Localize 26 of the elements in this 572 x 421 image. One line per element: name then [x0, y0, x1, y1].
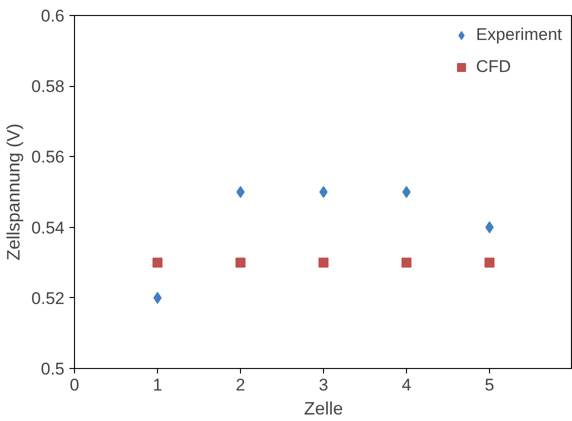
x-tick-label: 0	[70, 376, 80, 394]
x-tick-label: 5	[484, 376, 494, 394]
legend-label: CFD	[476, 57, 511, 77]
y-tick-label: 0.56	[31, 148, 65, 167]
point	[153, 292, 162, 304]
x-tick-label: 3	[318, 376, 328, 394]
point	[484, 258, 494, 268]
y-tick-label: 0.52	[31, 288, 65, 308]
point	[318, 258, 328, 268]
y-axis-title: Zellspannung (V)	[3, 123, 24, 261]
point	[402, 186, 411, 198]
legend-label: Experiment	[476, 25, 562, 45]
point	[319, 186, 328, 198]
point	[236, 186, 245, 198]
y-tick-label: 0.58	[31, 77, 65, 96]
x-axis-title: Zelle	[304, 398, 344, 418]
y-tick-label: 0.6	[40, 6, 65, 26]
point	[402, 258, 412, 268]
point	[485, 221, 494, 234]
point	[152, 258, 162, 268]
x-tick-label: 4	[402, 376, 412, 394]
y-tick-label: 0.54	[31, 218, 65, 238]
point	[236, 258, 246, 268]
y-tick-label: 0.5	[40, 360, 65, 378]
x-tick-label: 2	[236, 376, 246, 394]
x-tick-label: 1	[152, 376, 162, 394]
